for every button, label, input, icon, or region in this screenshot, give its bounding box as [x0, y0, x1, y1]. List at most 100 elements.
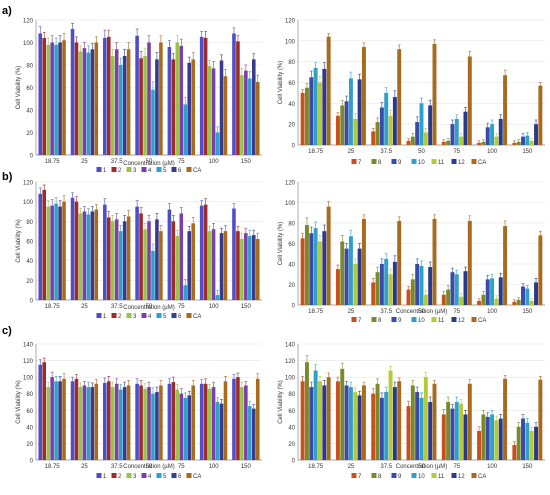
bar-series-8	[410, 279, 415, 305]
legend-swatch-1	[96, 473, 102, 478]
bar-series-3	[175, 389, 180, 460]
bar-series-6	[155, 392, 159, 460]
y-tick-label: 80	[288, 60, 295, 66]
bar-series-9	[415, 122, 420, 145]
bar-series-1	[232, 378, 236, 460]
bar-series-CA	[397, 49, 402, 145]
bar-series-3	[46, 206, 50, 300]
bar-series-CA	[397, 381, 402, 460]
bar-series-7	[406, 289, 411, 305]
bar-series-12	[463, 414, 468, 460]
x-tick-label: 25	[348, 309, 355, 315]
bar-series-10	[490, 124, 495, 145]
bar-series-10	[313, 67, 318, 145]
bar-series-5	[248, 406, 252, 460]
bar-series-CA	[467, 383, 472, 460]
bar-series-9	[485, 127, 490, 145]
x-tick-label: 75	[453, 464, 460, 470]
bar-series-CA	[126, 49, 131, 155]
bar-series-1	[167, 209, 172, 300]
y-tick-label: 60	[26, 240, 33, 246]
bar-series-CA	[126, 385, 131, 460]
bar-series-8	[340, 241, 345, 305]
x-tick-label: 75	[178, 304, 185, 310]
bar-series-6	[252, 408, 256, 460]
bar-series-8	[481, 294, 486, 305]
y-tick-label: 100	[285, 39, 296, 45]
bar-series-11	[529, 300, 534, 305]
bar-series-4	[244, 385, 248, 460]
bar-series-7	[335, 381, 340, 460]
bar-series-3	[46, 44, 50, 155]
bar-series-4	[244, 70, 248, 155]
legend-swatch-9	[391, 473, 397, 478]
x-tick-label: 37.5	[380, 309, 392, 315]
y-tick-label: 40	[288, 425, 295, 431]
legend-label-8: 8	[378, 318, 382, 324]
y-tick-label: 120	[23, 19, 34, 25]
bar-series-9	[379, 397, 384, 460]
bar-series-4	[50, 205, 54, 300]
x-tick-label: 100	[209, 304, 220, 310]
legend-label-CA: CA	[193, 168, 201, 174]
bar-series-5	[151, 250, 155, 300]
bar-series-8	[481, 414, 486, 460]
x-tick-label: 75	[453, 309, 460, 315]
bar-series-8	[375, 122, 380, 145]
legend-label-11: 11	[438, 160, 445, 166]
legend-label-9: 9	[398, 160, 402, 166]
bar-series-9	[485, 416, 490, 460]
bar-series-10	[348, 78, 353, 145]
y-axis-label: Cell Viability (%)	[278, 61, 284, 105]
x-tick-label: 18.75	[308, 464, 324, 470]
bar-series-CA	[191, 223, 195, 300]
bar-series-8	[481, 141, 486, 145]
bar-series-1	[199, 36, 204, 155]
legend-swatch-6	[171, 167, 177, 172]
bar-series-4	[82, 211, 87, 300]
bar-series-1	[135, 383, 139, 460]
bar-series-1	[232, 33, 236, 155]
x-tick-label: 25	[348, 149, 355, 155]
bar-series-2	[171, 59, 176, 155]
bar-series-11	[494, 136, 499, 145]
legend-label-2: 2	[118, 168, 122, 174]
x-tick-label: 50	[146, 304, 153, 310]
bar-series-6	[219, 60, 224, 155]
x-tick-label: 150	[241, 304, 252, 310]
bar-series-10	[525, 135, 530, 145]
bar-series-CA	[538, 235, 543, 305]
bar-series-4	[211, 68, 216, 155]
y-tick-label: 0	[30, 459, 34, 465]
bar-series-2	[203, 383, 208, 460]
bar-series-3	[110, 387, 115, 460]
legend-label-7: 7	[358, 318, 362, 324]
legend-label-11: 11	[438, 318, 445, 324]
bar-series-8	[446, 289, 451, 305]
x-tick-label: 75	[178, 159, 185, 165]
bar-series-4	[211, 229, 216, 300]
y-tick-label: 100	[23, 200, 34, 206]
legend-swatch-11	[431, 159, 437, 164]
bar-series-4	[211, 387, 216, 460]
bar-series-3	[240, 387, 244, 460]
bar-series-CA	[94, 383, 99, 460]
bar-series-6	[187, 395, 192, 460]
bar-series-CA	[432, 218, 437, 305]
bar-series-CA	[126, 216, 131, 300]
bar-series-CA	[361, 47, 366, 146]
bar-series-7	[512, 301, 517, 305]
y-tick-label: 80	[26, 64, 33, 70]
bar-series-5	[248, 78, 252, 155]
bar-series-8	[516, 141, 521, 145]
x-tick-label: 50	[146, 159, 153, 165]
legend-label-10: 10	[418, 318, 425, 324]
bar-series-7	[477, 142, 482, 145]
legend-swatch-8	[371, 473, 377, 478]
x-tick-label: 50	[418, 309, 425, 315]
bar-series-6	[122, 387, 127, 460]
legend-label-8: 8	[378, 474, 382, 480]
legend-swatch-2	[111, 313, 117, 318]
